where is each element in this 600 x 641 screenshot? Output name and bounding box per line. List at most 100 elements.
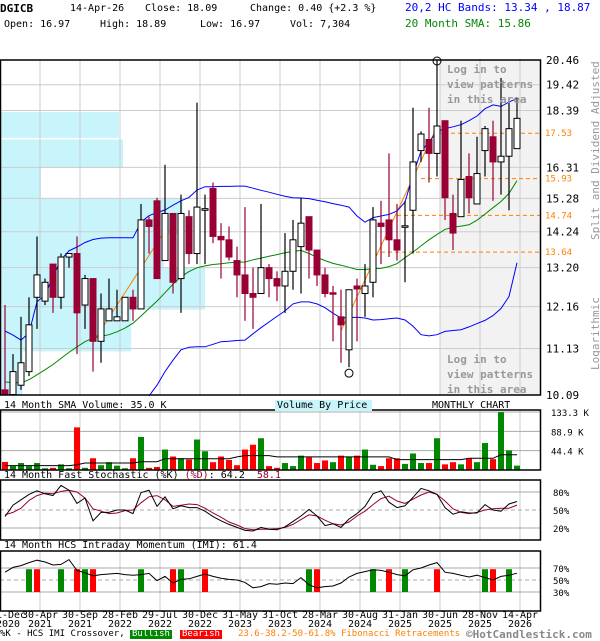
volume-bar <box>242 449 248 470</box>
x-tick-year: 2024 <box>307 619 333 630</box>
candle-body <box>233 260 241 276</box>
volume-bar <box>490 459 496 470</box>
candle-body <box>225 239 233 258</box>
candle-body <box>369 219 377 283</box>
login-notice-top[interactable]: Log in to view patterns in this area <box>447 63 534 106</box>
volume-panel-label: 14 Month SMA Volume: 35.0 K <box>4 400 167 411</box>
volume-bar <box>106 462 112 470</box>
candle-body <box>169 212 177 283</box>
x-tick-label: 30-Sep 2021 <box>55 611 105 630</box>
x-tick-label: 28-Mar 2024 <box>295 611 345 630</box>
stochastic-d-line <box>4 489 518 531</box>
volume-bar <box>170 456 176 470</box>
volume-bar <box>514 465 520 470</box>
x-tick-year: 2025 <box>467 619 493 630</box>
x-tick-year: 2025 <box>387 619 413 630</box>
imi-tick-label: 50% <box>553 577 570 587</box>
volume-bar <box>130 458 136 470</box>
x-tick-label: 31-Dec2020 <box>0 610 33 630</box>
x-tick-date: 30-Dec <box>181 610 219 621</box>
crossover-marker-bullish <box>178 569 184 592</box>
volume-bar <box>402 463 408 470</box>
volume-bar <box>74 427 80 470</box>
volume-bar <box>378 466 384 470</box>
volume-bar <box>18 463 24 470</box>
x-tick-label: 28-Feb 2022 <box>95 611 145 630</box>
x-tick-year: 2026 <box>507 619 533 630</box>
candle-body <box>161 212 169 262</box>
volume-tick-label: 44.4 K <box>551 448 584 458</box>
crossover-marker-bullish <box>138 569 144 592</box>
candle-body <box>241 274 249 295</box>
copyright-watermark[interactable]: ©HotCandlestick.com <box>466 628 592 641</box>
x-tick-year: 2021 <box>67 619 93 630</box>
volume-bar <box>146 467 152 470</box>
stoch-k-value: : 64.2 <box>208 470 257 481</box>
volume-bar <box>250 444 256 470</box>
volume-bar <box>138 436 144 470</box>
price-tick-label: 11.13 <box>546 343 579 356</box>
volume-bar <box>306 457 312 470</box>
low-marker-circle <box>344 368 354 378</box>
imi-line <box>4 558 518 589</box>
crossover-marker-bearish <box>34 569 40 592</box>
candle-body <box>401 225 409 228</box>
x-tick-date: 30-Apr <box>21 610 59 621</box>
crossover-marker-bearish <box>386 569 392 592</box>
candle-body <box>361 285 369 295</box>
bullish-badge: Bullish <box>130 629 172 639</box>
crossover-marker-bullish <box>306 569 312 592</box>
volume-tick-label: 88.9 K <box>551 428 584 438</box>
volume-bar <box>290 466 296 470</box>
candle-body <box>353 285 361 290</box>
x-tick-year: 2025 <box>427 619 453 630</box>
log-scale-label: Logarithmic <box>589 297 600 370</box>
candle-body <box>449 212 457 234</box>
x-tick-year: 2023 <box>267 619 293 630</box>
x-tick-date: 14-Apr <box>501 610 539 621</box>
crossover-marker-bullish <box>26 569 32 592</box>
candle-body <box>289 239 297 272</box>
x-tick-date: 31-Jan <box>381 610 419 621</box>
price-tick-label: 14.24 <box>546 226 579 239</box>
x-tick-date: 31-Oct <box>261 610 299 621</box>
login-notice-bottom[interactable]: Log in to view patterns in this area <box>447 353 534 396</box>
volume-bar <box>458 464 464 470</box>
x-tick-date: 31-Dec <box>0 610 27 621</box>
volume-bar <box>202 451 208 470</box>
stochastic-tick-label: 50% <box>553 507 570 517</box>
volume-bar <box>58 464 64 470</box>
high-value: High: 18.89 <box>100 19 167 30</box>
volume-bar <box>442 464 448 470</box>
x-tick-year: 2021 <box>27 619 53 630</box>
panel-frame <box>0 409 542 471</box>
panel-frame <box>0 59 542 396</box>
x-tick-label: 29-Jul 2022 <box>135 611 185 630</box>
volume-bar <box>410 453 416 470</box>
crossover-marker-bearish <box>490 569 496 592</box>
crossover-marker-bearish <box>202 569 208 592</box>
crossover-marker-bullish <box>82 569 88 592</box>
volume-bar <box>154 466 160 470</box>
candle-body <box>153 200 161 280</box>
volume-bar <box>226 459 232 470</box>
volume-bar <box>354 455 360 470</box>
price-tick-label: 10.09 <box>546 389 579 402</box>
stoch-k-label: 14 Month Fast Stochastic (%K) <box>4 470 185 481</box>
volume-bar <box>98 465 104 470</box>
x-tick-year: 2022 <box>107 619 133 630</box>
candle-body <box>57 256 65 298</box>
candle-body <box>505 128 513 157</box>
candle-body <box>377 222 385 227</box>
candle-body <box>209 188 217 237</box>
volume-bar <box>314 463 320 470</box>
fib-swing-line <box>92 230 166 343</box>
imi-tick-label: 70% <box>553 565 570 575</box>
stoch-d-label: (%D) <box>184 470 209 481</box>
candle-body <box>33 274 41 298</box>
x-tick-date: 31-May <box>221 610 259 621</box>
stochastic-k-line <box>4 484 518 532</box>
crossover-marker-bullish <box>58 569 64 592</box>
footer-crossover-label: %K - HCS IMI Crossover, <box>0 629 125 639</box>
